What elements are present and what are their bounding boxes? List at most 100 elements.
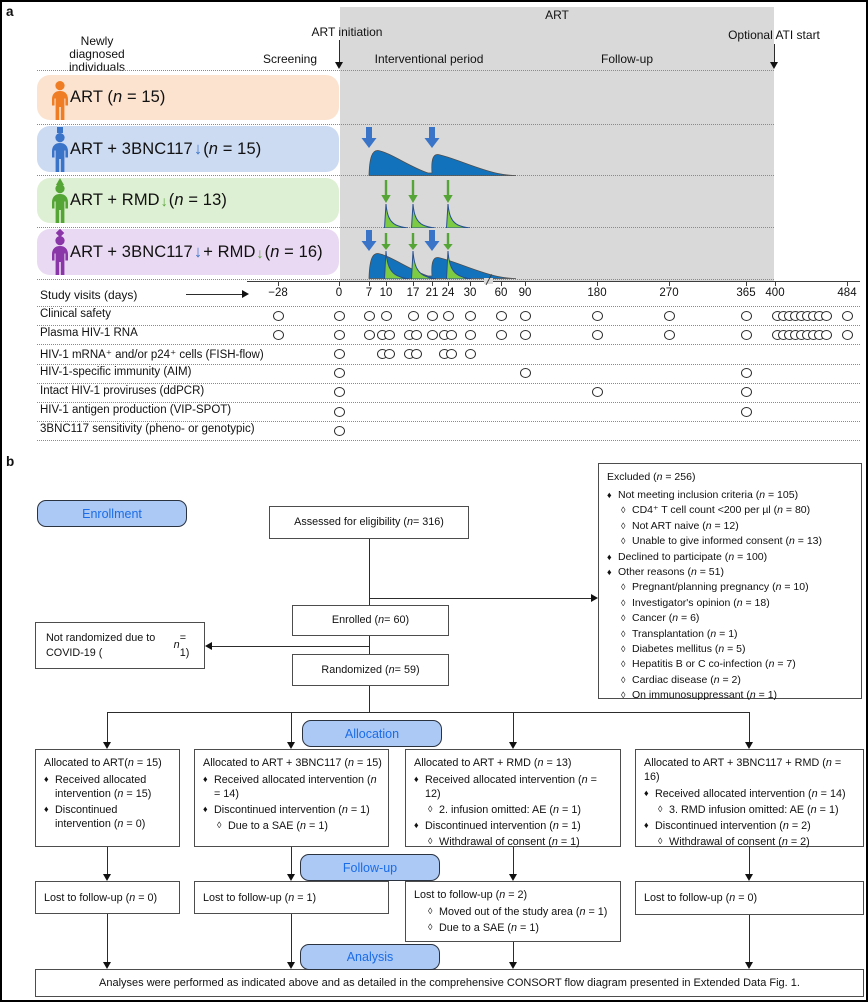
axis-day-label: 270 <box>659 286 679 299</box>
visit-circle <box>820 329 832 340</box>
connector-line <box>748 847 750 875</box>
axis-day-label: 180 <box>587 286 607 299</box>
bnc117-infusion-arrow-icon <box>424 127 440 148</box>
rmd-pk-curve <box>381 179 471 228</box>
timeline-axis <box>247 280 860 282</box>
arm-label-text: ART + 3BNC117 <box>70 243 193 261</box>
bnc117-infusion-arrow-icon <box>424 230 440 251</box>
dotted-separator <box>37 344 860 346</box>
dotted-separator <box>37 363 860 365</box>
visit-circle <box>740 406 752 417</box>
enrolled-box: Enrolled (n = 60) <box>292 605 449 636</box>
connector-line <box>107 712 749 714</box>
visit-circle <box>333 368 345 379</box>
rmd-infusion-arrow-icon <box>443 179 453 203</box>
visit-circle <box>384 349 395 359</box>
allocation-title: Allocated to ART(n = 15) <box>44 757 162 769</box>
list-item-text: Discontinued intervention (n = 1) <box>425 820 581 833</box>
axis-day-label: 90 <box>518 286 532 299</box>
connector-line <box>291 847 293 875</box>
dotted-separator <box>37 69 774 71</box>
axis-day-label: 484 <box>837 286 857 299</box>
visit-circle <box>519 368 531 379</box>
visit-circle <box>740 329 752 340</box>
axis-tick <box>524 281 526 286</box>
bnc117-down-arrow-icon: ↓ <box>193 243 203 261</box>
connector-line <box>291 712 293 743</box>
connector-line <box>211 646 369 648</box>
visit-circle <box>446 329 457 340</box>
list-item-text: Other reasons (n = 51) <box>618 565 724 578</box>
visit-circle <box>426 310 438 321</box>
art-initiation-arrow-line <box>338 40 340 63</box>
visit-circle <box>464 310 476 321</box>
optional-ati-arrow-line <box>773 44 775 63</box>
arm-pill <box>37 74 339 120</box>
art-band-label: ART <box>545 8 569 22</box>
arm-pill <box>37 229 339 275</box>
filled-diamond-bullet-icon: ♦ <box>203 774 208 785</box>
arm-label: ART + 3BNC117 ↓ (n = 15) <box>70 124 261 176</box>
allocation-items: ♦ Received allocated intervention (n = 12… <box>412 773 614 849</box>
filled-diamond-bullet-icon: ♦ <box>414 820 419 831</box>
open-diamond-bullet-icon: ◊ <box>658 804 663 815</box>
axis-day-label: 7 <box>365 286 373 299</box>
followup-items: ◊ Moved out of the study area (n = 1) ◊ Due… <box>412 905 614 935</box>
list-item-text: Investigator's opinion (n = 18) <box>632 596 770 609</box>
connector-line <box>368 636 370 654</box>
axis-tick <box>447 281 449 286</box>
rmd-infusion-arrow-icon <box>443 233 453 250</box>
arm-label-text: + RMD <box>203 243 256 261</box>
person-icon <box>47 178 73 224</box>
list-item-text: Transplantation (n = 1) <box>632 627 738 640</box>
arrowhead-icon <box>287 962 295 969</box>
connector-line <box>512 847 514 875</box>
list-item: ◊ Hepatitis B or C co-infection (n = 7) <box>621 657 855 672</box>
visit-circle <box>740 387 752 398</box>
list-item: ◊ Investigator's opinion (n = 18) <box>621 596 855 611</box>
list-item-text: Received allocated intervention (n = 12) <box>425 774 597 801</box>
arm-label-text: ART (n = 15) <box>70 88 166 107</box>
axis-tick <box>668 281 670 286</box>
arrowhead-icon <box>508 742 517 749</box>
list-item: ◊ Due to a SAE (n = 1) <box>217 819 382 833</box>
stage-allocation: Allocation <box>302 720 442 747</box>
visit-circle <box>663 310 675 321</box>
phase-interventional-label: Interventional period <box>374 52 484 66</box>
list-item: ◊ Due to a SAE (n = 1) <box>428 921 614 935</box>
analysis-box: Analyses were performed as indicated abo… <box>35 969 864 997</box>
bnc117-symbol-icon <box>57 126 63 133</box>
visit-circle <box>446 349 457 359</box>
not-randomized-box: Not randomized due to COVID-19 (n = 1) <box>35 622 205 669</box>
axis-tick <box>469 281 471 286</box>
arrowhead-icon <box>508 874 517 881</box>
list-item: ◊ Cardiac disease (n = 2) <box>621 673 855 688</box>
axis-tick <box>412 281 414 286</box>
arm-label: ART (n = 15) <box>70 72 166 124</box>
list-item: ◊ On immunosuppressant (n = 1) <box>621 688 855 703</box>
arrowhead-icon <box>591 594 598 602</box>
list-item-text: Received allocated intervention (n = 14) <box>214 774 377 801</box>
filled-diamond-bullet-icon: ♦ <box>607 551 612 562</box>
list-item: ♦ Discontinued intervention (n = 1) <box>414 819 614 833</box>
art-initiation-label: ART initiation <box>311 25 383 39</box>
bnc117-infusion-arrow-icon <box>361 127 377 148</box>
list-item-text: Declined to participate (n = 100) <box>618 550 768 563</box>
visit-circle <box>740 310 752 321</box>
axis-tick <box>846 281 848 286</box>
visit-circle <box>363 310 375 321</box>
arrowhead-icon <box>287 874 295 881</box>
list-item: ◊ Moved out of the study area (n = 1) <box>428 905 614 919</box>
axis-day-label: 17 <box>406 286 420 299</box>
open-diamond-bullet-icon: ◊ <box>621 674 626 685</box>
open-diamond-bullet-icon: ◊ <box>217 820 222 831</box>
list-item: ♦ Received allocated intervention (n = 14… <box>203 773 382 801</box>
assay-label: 3BNC117 sensitivity (pheno- or genotypic… <box>40 423 255 436</box>
axis-tick <box>500 281 502 286</box>
arrowhead-icon <box>102 962 111 969</box>
visit-circle <box>272 310 284 321</box>
list-item-text: 2. infusion omitted: AE (n = 1) <box>439 804 581 817</box>
list-item-text: Pregnant/planning pregnancy (n = 10) <box>632 581 809 594</box>
followup-box-1: Lost to follow-up (n = 0) <box>35 881 180 914</box>
